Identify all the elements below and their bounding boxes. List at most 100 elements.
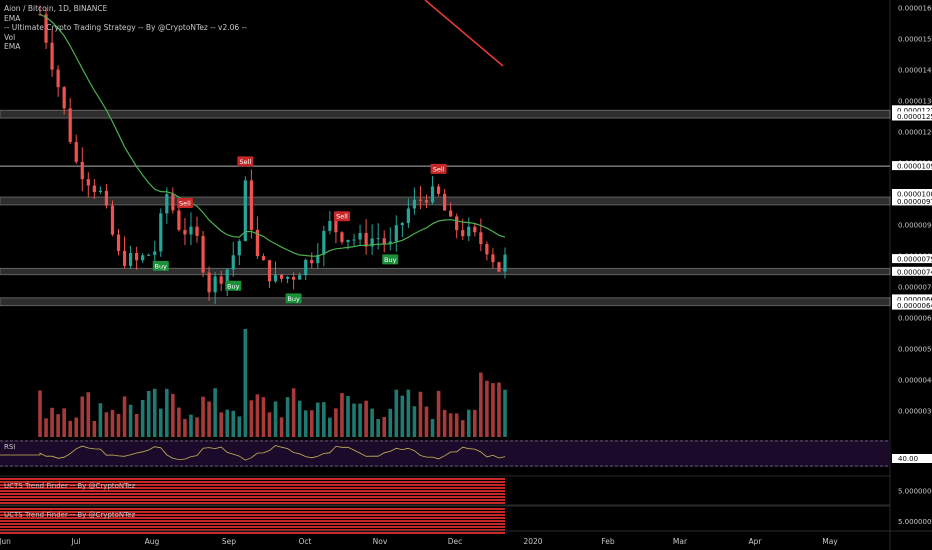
candle-body bbox=[225, 269, 229, 284]
candle-body bbox=[461, 230, 465, 237]
ucts-bar bbox=[0, 499, 505, 501]
time-axis-label: Mar bbox=[673, 537, 688, 546]
volume-bar bbox=[249, 400, 254, 437]
volume-bar bbox=[140, 400, 145, 437]
candle-body bbox=[400, 223, 404, 226]
volume-bar bbox=[213, 388, 217, 437]
candle-body bbox=[364, 232, 368, 247]
volume-bar bbox=[80, 396, 85, 437]
ucts-bar bbox=[0, 523, 505, 525]
candle-body bbox=[74, 142, 78, 162]
candle-body bbox=[279, 274, 284, 279]
volume-bar bbox=[442, 409, 447, 437]
time-axis-label: Dec bbox=[448, 537, 463, 546]
price-tick-label: 0.00000700 bbox=[898, 284, 932, 292]
candle-body bbox=[436, 186, 441, 194]
signal-label: Sell bbox=[336, 213, 348, 221]
candle-body bbox=[189, 226, 193, 235]
candle-body bbox=[430, 186, 435, 203]
time-axis-label: Aug bbox=[145, 537, 160, 546]
candle-body bbox=[352, 239, 356, 241]
volume-bar bbox=[261, 397, 266, 437]
candle-body bbox=[304, 259, 308, 276]
candle-body bbox=[322, 230, 326, 255]
chart-legend: Aion / Bitcoin, 1D, BINANCE EMA -- Ultim… bbox=[4, 4, 247, 52]
volume-bar bbox=[134, 413, 139, 437]
volume-bar bbox=[303, 410, 308, 437]
trend-line bbox=[424, 0, 504, 67]
volume-bar bbox=[370, 408, 374, 437]
candle-body bbox=[267, 260, 272, 282]
volume-bar bbox=[309, 410, 314, 437]
signal-label: Buy bbox=[384, 256, 397, 264]
volume-bar bbox=[128, 404, 133, 437]
candle-body bbox=[358, 232, 362, 240]
price-level-box bbox=[892, 161, 932, 171]
candle-body bbox=[237, 241, 241, 256]
candle-body bbox=[122, 250, 127, 266]
candle-body bbox=[201, 235, 205, 273]
price-level-box bbox=[892, 294, 932, 304]
volume-bar bbox=[231, 410, 236, 437]
candle-body bbox=[310, 259, 314, 264]
volume-bar bbox=[328, 417, 332, 437]
volume-bar bbox=[219, 412, 223, 437]
price-level-label: 0.00001270 bbox=[897, 107, 932, 115]
candle-body bbox=[406, 208, 410, 224]
candle-body bbox=[328, 220, 332, 231]
candle-body bbox=[261, 256, 266, 261]
ucts-bar bbox=[0, 481, 505, 483]
volume-bar bbox=[400, 395, 405, 437]
signal-label: Buy bbox=[227, 282, 240, 290]
candle-body bbox=[141, 255, 145, 261]
volume-bar bbox=[201, 396, 205, 437]
volume-bar bbox=[56, 414, 60, 437]
ucts-bar bbox=[0, 478, 505, 480]
rsi-pane-bg bbox=[0, 440, 890, 467]
signal-tag bbox=[237, 156, 254, 167]
volume-bar bbox=[479, 372, 483, 437]
price-tick-label: 0.00001400 bbox=[898, 67, 932, 75]
candle-body bbox=[231, 255, 235, 270]
price-level-label: 0.00000660 bbox=[897, 296, 932, 304]
volume-bar bbox=[122, 396, 127, 437]
volume-bar bbox=[291, 388, 296, 437]
volume-bar bbox=[297, 400, 302, 437]
price-level-box bbox=[892, 300, 932, 310]
price-tick-label: 0.00000500 bbox=[898, 346, 932, 354]
price-level-box bbox=[892, 105, 932, 115]
legend-strategy: -- Ultimate Crypto Trading Strategy -- B… bbox=[4, 23, 247, 32]
candle-body bbox=[104, 190, 109, 206]
candle-body bbox=[449, 210, 453, 217]
candle-body bbox=[455, 216, 459, 231]
volume-bar bbox=[146, 390, 151, 437]
candle-body bbox=[68, 108, 72, 143]
candle-body bbox=[292, 276, 296, 280]
signal-tag bbox=[225, 280, 242, 291]
candle-body bbox=[370, 238, 374, 247]
price-level-label: 0.00000640 bbox=[897, 302, 932, 310]
volume-bar bbox=[388, 408, 393, 437]
volume-bar bbox=[267, 412, 272, 437]
volume-bar bbox=[38, 390, 42, 437]
price-tick-label: 0.00000400 bbox=[898, 377, 932, 385]
candle-body bbox=[147, 254, 151, 256]
volume-bar bbox=[352, 403, 356, 437]
ucts-bar bbox=[0, 484, 505, 486]
volume-bar bbox=[279, 417, 284, 437]
volume-bar bbox=[285, 397, 290, 437]
volume-bar bbox=[376, 418, 380, 437]
volume-bar bbox=[177, 407, 181, 437]
volume-bar bbox=[165, 388, 169, 437]
price-level-box bbox=[892, 266, 932, 276]
volume-bar bbox=[189, 414, 193, 437]
volume-bar bbox=[315, 402, 320, 437]
candle-body bbox=[491, 254, 495, 263]
price-tick-label: 0.00001200 bbox=[898, 129, 932, 137]
symbol-title: Aion / Bitcoin, 1D, BINANCE bbox=[4, 4, 108, 13]
volume-bar bbox=[68, 420, 72, 437]
price-level-box bbox=[892, 254, 932, 264]
candle-body bbox=[128, 252, 133, 266]
candle-body bbox=[485, 244, 489, 255]
